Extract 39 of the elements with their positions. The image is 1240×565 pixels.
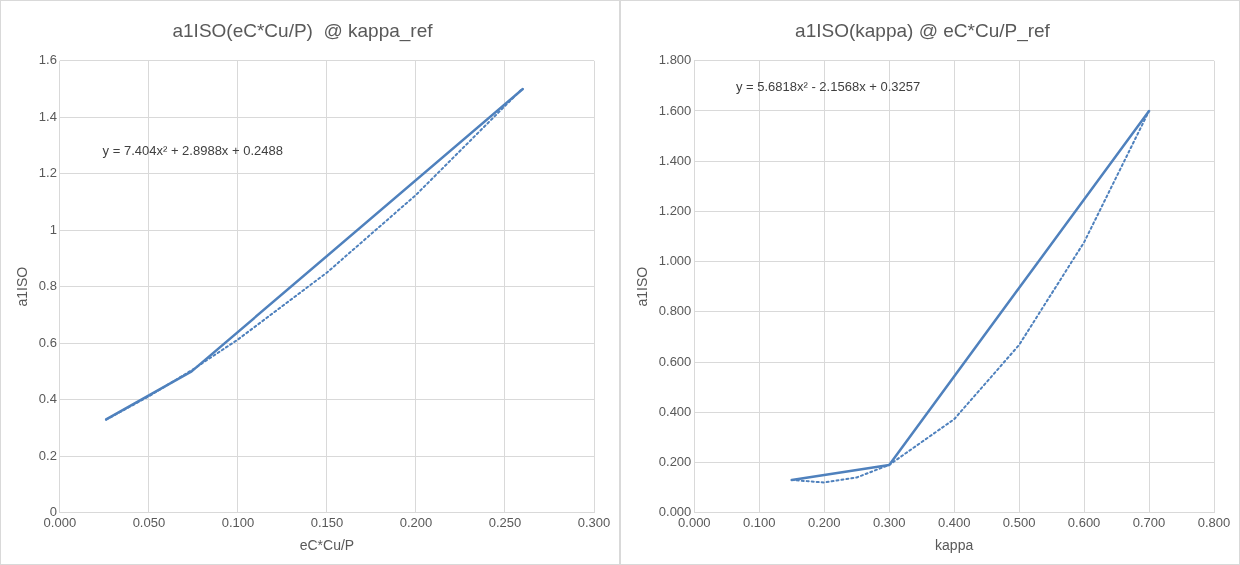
x-tick-label: 0.250 <box>488 514 522 530</box>
chart-title: a1ISO(kappa) @ eC*Cu/P_ref <box>795 19 1051 42</box>
chart-title: a1ISO(eC*Cu/P) @ kappa_ref <box>172 19 434 42</box>
y-tick-label: 0.4 <box>38 391 57 407</box>
x-tick-label: 0.700 <box>1132 514 1166 530</box>
x-tick-label: 0.300 <box>872 514 906 530</box>
y-tick-label: 0.6 <box>38 334 57 350</box>
y-axis-title: a1ISO <box>14 266 31 307</box>
x-tick-label: 0.800 <box>1197 514 1231 530</box>
y-tick-label: 1.000 <box>658 253 692 269</box>
y-tick-label: 1.4 <box>38 108 57 124</box>
x-tick-label: 0.200 <box>399 514 433 530</box>
x-tick-label: 0.050 <box>132 514 166 530</box>
y-tick-label: 0.8 <box>38 278 57 294</box>
x-tick-label: 0.400 <box>937 514 971 530</box>
annotation: y = 7.404x² + 2.8988x + 0.2488 <box>102 142 283 158</box>
x-tick-label: 0.100 <box>743 514 776 530</box>
y-tick-label: 0.400 <box>658 403 692 419</box>
x-tick-label: 0.600 <box>1067 514 1101 530</box>
y-tick-label: 1.200 <box>658 202 692 218</box>
x-tick-label: 0.500 <box>1002 514 1036 530</box>
y-tick-label: 1.2 <box>38 165 57 181</box>
y-tick-label: 1 <box>49 221 57 237</box>
x-tick-label: 0.200 <box>807 514 841 530</box>
annotation: y = 5.6818x² - 2.1568x + 0.3257 <box>735 79 921 95</box>
y-tick-label: 1.600 <box>658 102 692 118</box>
x-axis-title: eC*Cu/P <box>299 537 355 554</box>
y-axis-title: a1ISO <box>634 266 651 307</box>
y-tick-label: 1.6 <box>38 52 57 68</box>
y-tick-label: 0.2 <box>38 447 57 463</box>
x-tick-label: 0.300 <box>577 514 611 530</box>
y-tick-label: 0.200 <box>658 453 692 469</box>
x-tick-label: 0.150 <box>310 514 344 530</box>
y-tick-label: 1.400 <box>658 152 692 168</box>
y-tick-label: 1.800 <box>658 52 692 68</box>
x-tick-label: 0.100 <box>221 514 255 530</box>
y-tick-label: 0.600 <box>658 353 692 369</box>
x-axis-title: kappa <box>935 537 974 554</box>
y-tick-label: 0.800 <box>658 303 692 319</box>
